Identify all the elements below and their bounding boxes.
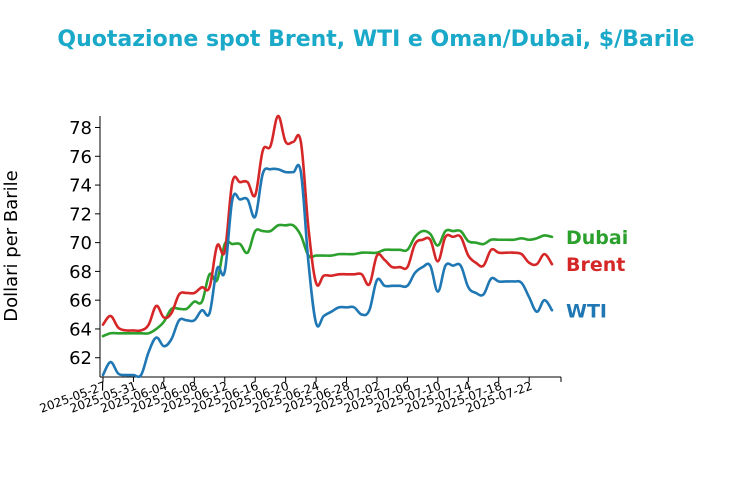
series-line-brent [101, 114, 554, 333]
y-tick-label: 70 [69, 233, 92, 254]
y-axis-ticks: 62 64 66 68 70 72 74 76 78 [69, 118, 100, 369]
series-labels: Dubai Brent WTI [566, 227, 628, 322]
y-tick-label: 76 [69, 147, 92, 168]
series-label-brent: Brent [566, 254, 625, 276]
y-tick-label: 72 [69, 204, 92, 225]
y-tick-label: 66 [69, 291, 92, 312]
y-tick-label: 74 [69, 176, 92, 197]
chart-title: Quotazione spot Brent, WTI e Oman/Dubai,… [57, 27, 694, 52]
series-line-dubai [101, 223, 554, 338]
y-tick-label: 62 [69, 348, 92, 369]
y-axis-label: Dollari per Barile [1, 170, 22, 322]
y-tick-label: 78 [69, 118, 92, 139]
series-label-dubai: Dubai [566, 227, 628, 249]
y-tick-label: 68 [69, 262, 92, 283]
x-axis-ticks: 2025-05-272025-05-312025-06-042025-06-08… [38, 377, 562, 416]
y-tick-label: 64 [69, 319, 92, 340]
series-line-wti [101, 163, 554, 379]
series-lines [101, 114, 554, 379]
series-label-wti: WTI [566, 300, 607, 322]
